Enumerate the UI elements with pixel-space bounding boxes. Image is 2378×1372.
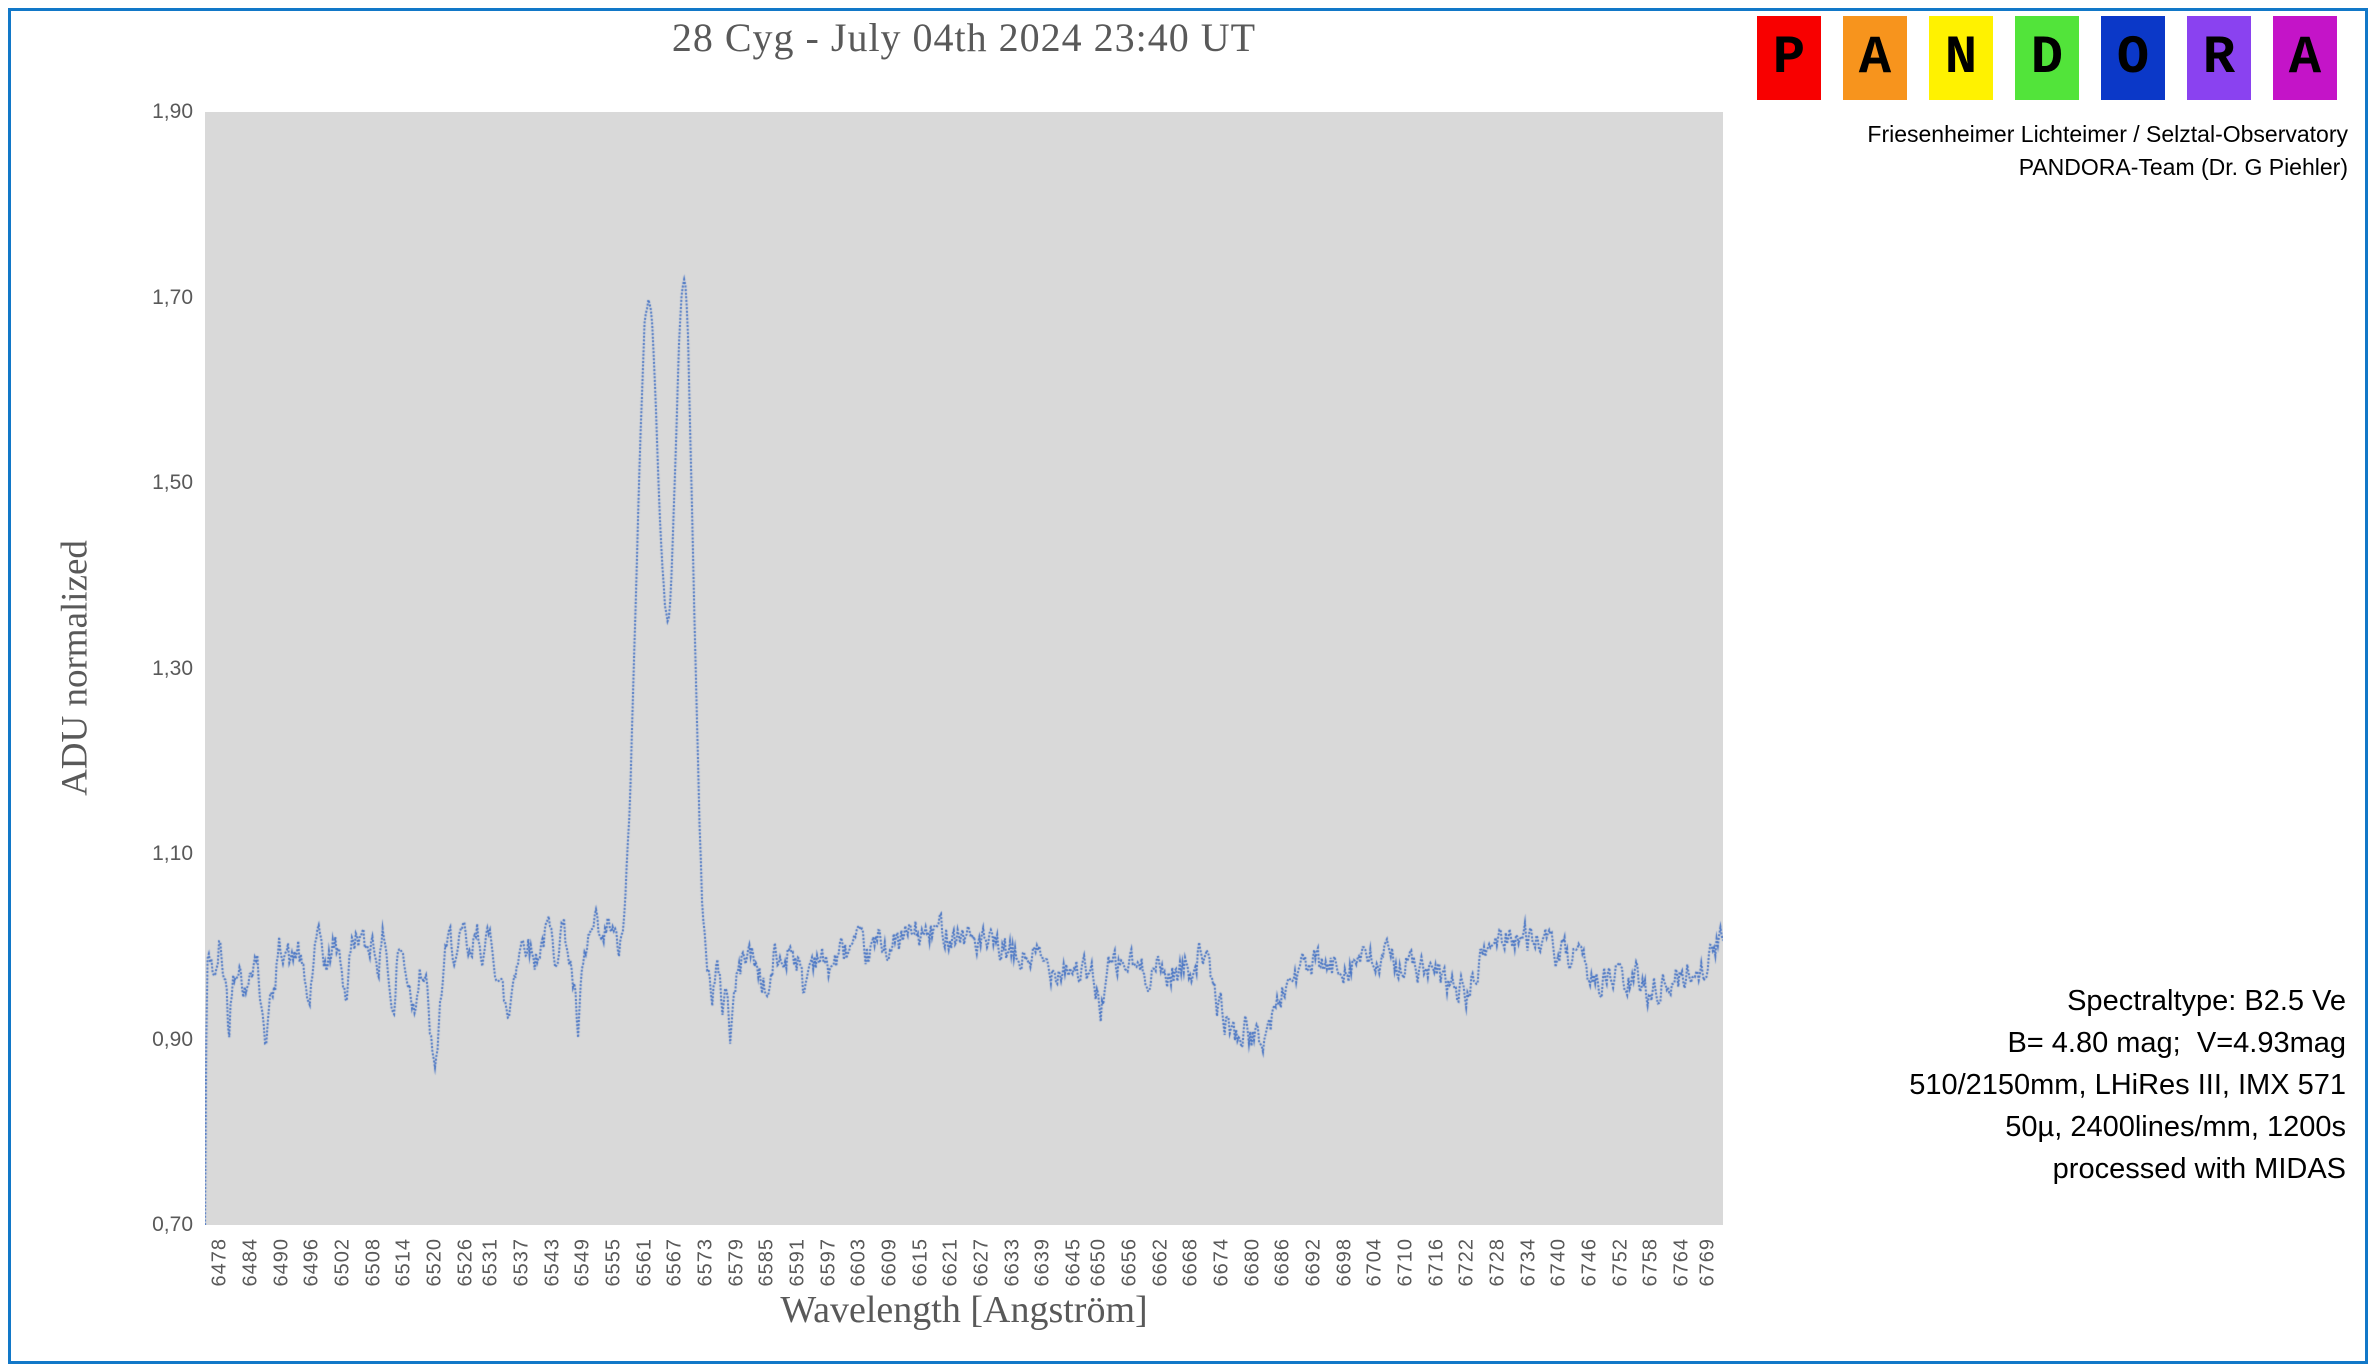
x-tick-label: 6752 (1609, 1238, 1632, 1287)
x-tick-label: 6674 (1210, 1238, 1233, 1287)
logo-letter-box: O (2101, 16, 2165, 100)
plot-area (205, 112, 1723, 1225)
x-tick-label: 6603 (847, 1238, 870, 1287)
logo-letter: D (2030, 27, 2064, 89)
x-tick-label: 6579 (725, 1238, 748, 1287)
x-tick-label: 6543 (541, 1238, 564, 1287)
x-tick-label: 6531 (479, 1238, 502, 1287)
x-tick-label: 6520 (423, 1238, 446, 1287)
y-tick-label: 1,10 (152, 842, 193, 865)
credit-line-1: Friesenheimer Lichteimer / Selztal-Obser… (1867, 121, 2348, 147)
x-tick-label: 6764 (1670, 1238, 1693, 1287)
credit-line-2: PANDORA-Team (Dr. G Piehler) (2018, 154, 2348, 180)
x-tick-label: 6555 (602, 1238, 625, 1287)
logo-letter: A (1858, 27, 1892, 89)
x-tick-label: 6698 (1333, 1238, 1356, 1287)
logo-letter-box: D (2015, 16, 2079, 100)
x-tick-label: 6668 (1179, 1238, 1202, 1287)
info-line: processed with MIDAS (2052, 1153, 2346, 1185)
logo-letter-box: N (1929, 16, 1993, 100)
x-tick-label: 6585 (755, 1238, 778, 1287)
logo-letter: R (2202, 27, 2236, 89)
x-tick-label: 6740 (1547, 1238, 1570, 1287)
y-tick-label: 1,30 (152, 656, 193, 680)
x-tick-label: 6650 (1087, 1238, 1110, 1287)
x-tick-label: 6734 (1517, 1238, 1540, 1287)
x-tick-label: 6722 (1455, 1238, 1478, 1287)
x-tick-label: 6704 (1363, 1238, 1386, 1287)
logo-letter: O (2116, 27, 2150, 89)
logo-letter-box: P (1757, 16, 1821, 100)
x-tick-label: 6680 (1241, 1238, 1264, 1287)
x-tick-label: 6656 (1118, 1238, 1141, 1287)
x-tick-label: 6615 (909, 1238, 932, 1287)
x-tick-label: 6686 (1271, 1238, 1294, 1287)
x-tick-label: 6758 (1639, 1238, 1662, 1287)
x-tick-label: 6645 (1062, 1238, 1085, 1287)
y-axis-title: ADU normalized (54, 540, 96, 796)
x-tick-label: 6549 (571, 1238, 594, 1287)
x-tick-label: 6526 (454, 1238, 477, 1287)
x-tick-label: 6573 (694, 1238, 717, 1287)
logo-letter: A (2288, 27, 2322, 89)
logo-letter: P (1772, 27, 1806, 89)
info-line: 510/2150mm, LHiRes III, IMX 571 (1909, 1069, 2346, 1101)
x-tick-label: 6597 (817, 1238, 840, 1287)
x-tick-label: 6502 (331, 1238, 354, 1287)
x-tick-label: 6728 (1486, 1238, 1509, 1287)
y-tick-label: 0,90 (152, 1027, 193, 1051)
info-line: B= 4.80 mag; V=4.93mag (2007, 1027, 2346, 1059)
observatory-credits: Friesenheimer Lichteimer / Selztal-Obser… (1867, 118, 2348, 184)
x-tick-label: 6769 (1696, 1238, 1719, 1287)
x-tick-label: 6710 (1394, 1238, 1417, 1287)
x-tick-label: 6627 (970, 1238, 993, 1287)
x-tick-label: 6537 (510, 1238, 533, 1287)
x-tick-label: 6639 (1031, 1238, 1054, 1287)
x-tick-label: 6633 (1001, 1238, 1024, 1287)
chart-title: 28 Cyg - July 04th 2024 23:40 UT (671, 15, 1257, 60)
instrument-info-block: Spectraltype: B2.5 Ve B= 4.80 mag; V=4.93… (1909, 980, 2346, 1190)
x-tick-label: 6567 (663, 1238, 686, 1287)
logo-letter-box: A (2273, 16, 2337, 100)
info-line: 50µ, 2400lines/mm, 1200s (2005, 1111, 2346, 1143)
logo-letter-box: R (2187, 16, 2251, 100)
x-tick-label: 6692 (1302, 1238, 1325, 1287)
info-line: Spectraltype: B2.5 Ve (2067, 985, 2346, 1017)
logo-letter-box: A (1843, 16, 1907, 100)
x-tick-label: 6609 (878, 1238, 901, 1287)
x-tick-label: 6490 (270, 1238, 293, 1287)
logo-letter: N (1944, 27, 1978, 89)
x-tick-label: 6514 (392, 1238, 415, 1287)
page-border (8, 8, 2368, 1364)
x-tick-label: 6561 (633, 1238, 656, 1287)
x-tick-label: 6591 (786, 1238, 809, 1287)
y-tick-label: 1,50 (152, 471, 193, 494)
x-tick-label: 6621 (939, 1238, 962, 1287)
y-tick-label: 0,70 (152, 1213, 193, 1236)
x-tick-label: 6496 (300, 1238, 323, 1287)
x-axis-title: Wavelength [Angström] (780, 1289, 1148, 1331)
y-tick-label: 1,70 (152, 285, 193, 309)
x-tick-label: 6662 (1149, 1238, 1172, 1287)
y-tick-label: 1,90 (152, 100, 193, 123)
x-tick-label: 6478 (208, 1238, 231, 1287)
x-tick-label: 6484 (239, 1238, 262, 1287)
x-tick-label: 6508 (362, 1238, 385, 1287)
x-tick-label: 6716 (1425, 1238, 1448, 1287)
spectrum-canvas (205, 112, 1723, 1225)
x-tick-label: 6746 (1578, 1238, 1601, 1287)
